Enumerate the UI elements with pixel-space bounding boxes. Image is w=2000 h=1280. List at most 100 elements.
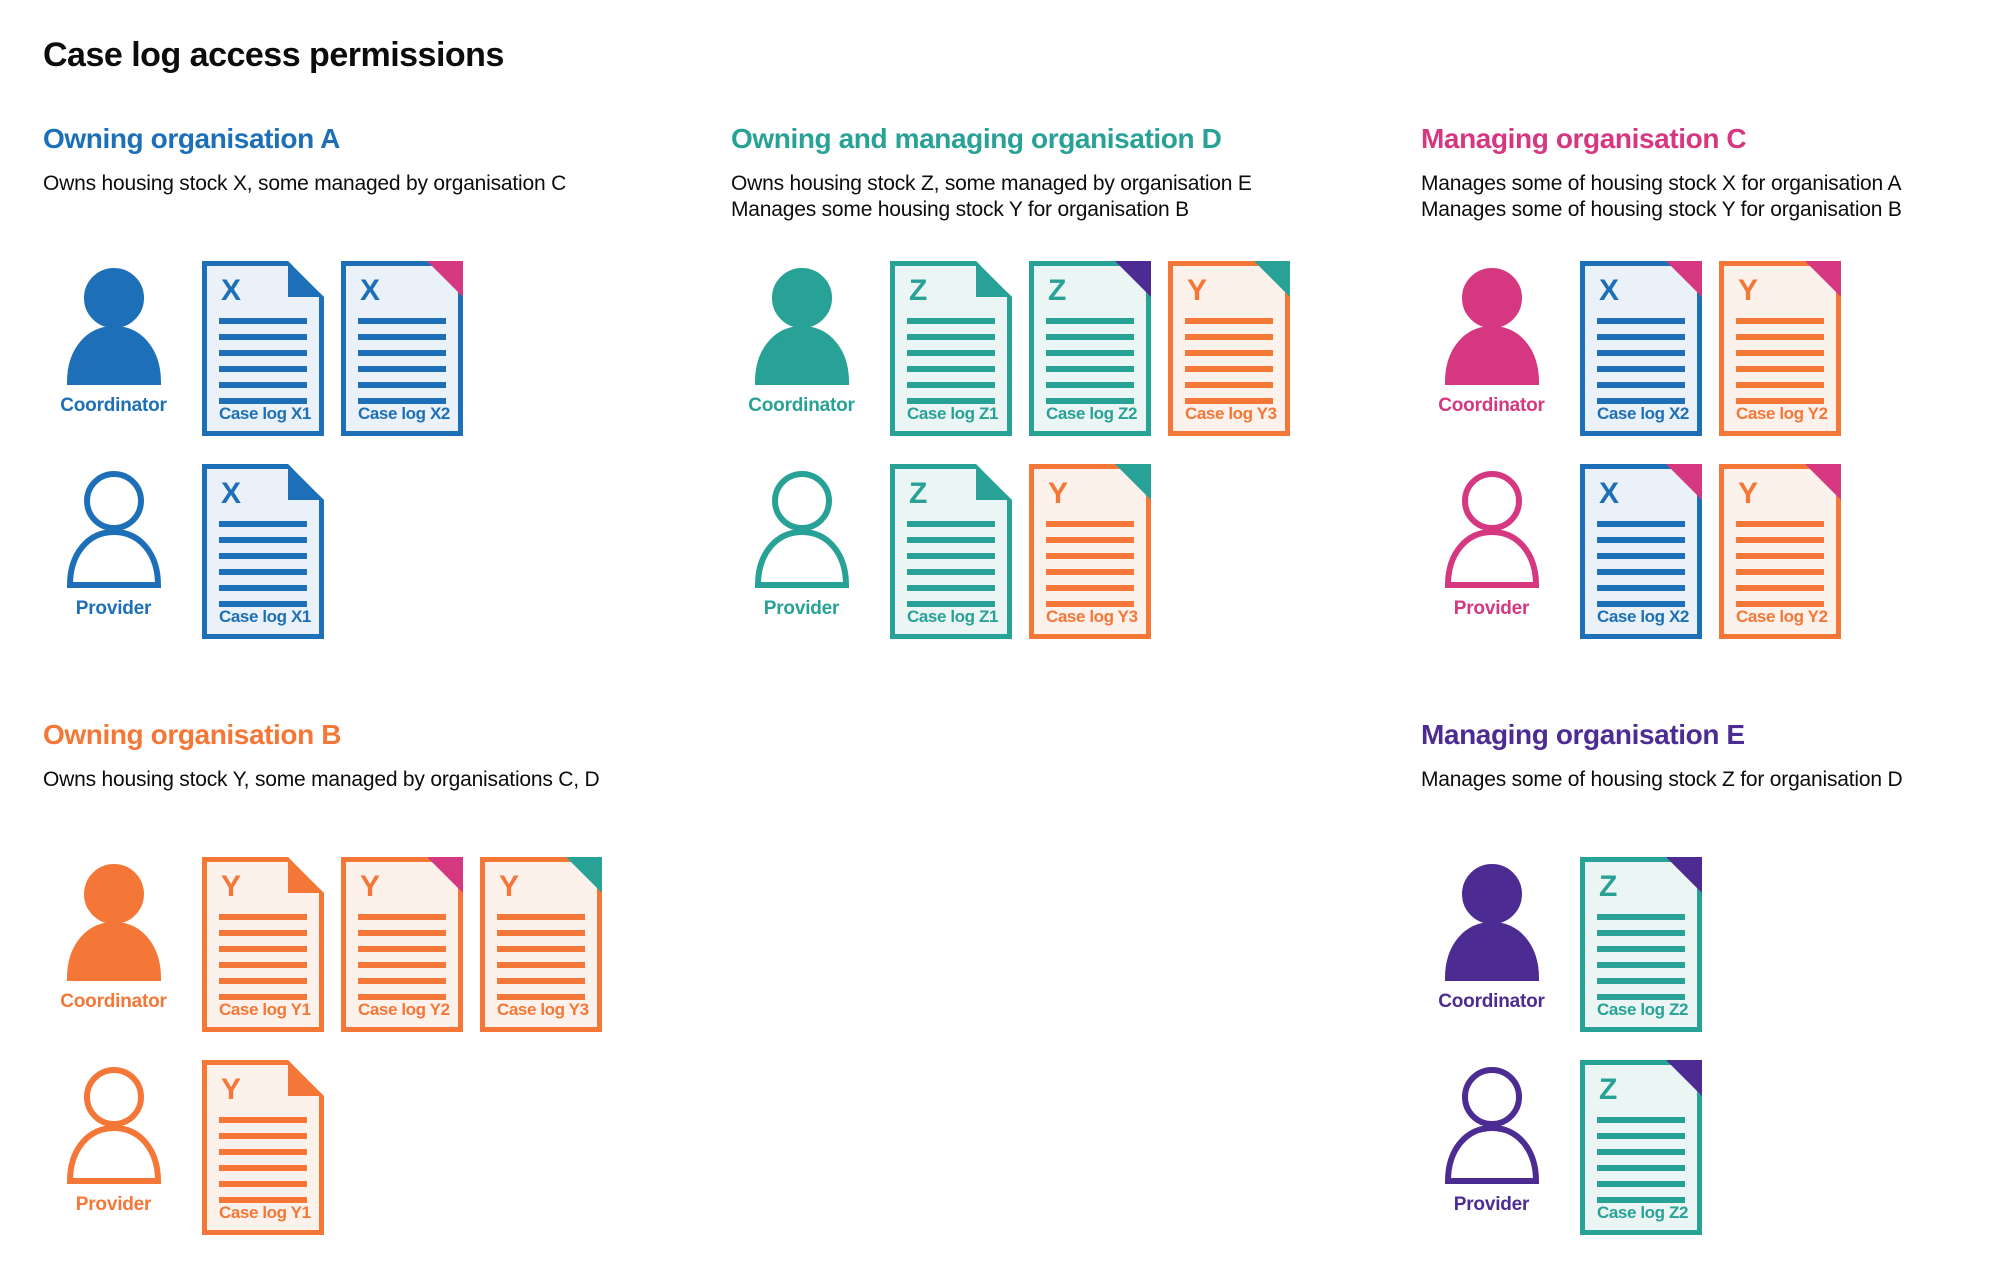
- case-log-document: X Case log X1: [202, 464, 324, 639]
- coordinator-row: Coordinator X Case log X2 Y Case log Y2: [1421, 261, 2000, 436]
- document-text-line: [907, 398, 995, 404]
- document-text-line: [219, 1197, 307, 1203]
- document-text-line: [497, 962, 585, 968]
- document-text-line: [1736, 398, 1824, 404]
- document-text-line: [1736, 601, 1824, 607]
- org-section-owning-organisation-b: Owning organisation B Owns housing stock…: [43, 719, 731, 1263]
- document-text-lines: [1597, 521, 1685, 607]
- document-text-line: [219, 1117, 307, 1123]
- document-text-line: [497, 946, 585, 952]
- document-stock-letter: X: [360, 274, 380, 307]
- document-text-line: [1597, 1197, 1685, 1203]
- document-stock-letter: Y: [1048, 477, 1068, 510]
- document-text-line: [1736, 569, 1824, 575]
- role-label: Provider: [1453, 1194, 1530, 1215]
- case-log-document: X Case log X1: [202, 261, 324, 436]
- document-label: Case log X2: [1597, 607, 1689, 626]
- org-description: Manages some of housing stock Z for orga…: [1421, 767, 2000, 843]
- document-text-line: [1597, 962, 1685, 968]
- role-label: Coordinator: [60, 991, 167, 1012]
- document-text-line: [1736, 350, 1824, 356]
- folded-corner-icon: [976, 261, 1012, 297]
- folded-corner-icon: [288, 857, 324, 893]
- document-text-line: [1597, 946, 1685, 952]
- document-text-line: [219, 946, 307, 952]
- document-label: Case log Y3: [497, 1000, 589, 1019]
- document-stock-letter: Y: [360, 870, 380, 903]
- case-log-document: Y Case log Y3: [1168, 261, 1290, 436]
- document-text-line: [219, 366, 307, 372]
- org-description: Owns housing stock Y, some managed by or…: [43, 767, 731, 843]
- document-text-line: [1185, 334, 1273, 340]
- document-text-line: [1597, 585, 1685, 591]
- org-grid: Owning organisation A Owns housing stock…: [43, 123, 2000, 1263]
- document-text-line: [1736, 585, 1824, 591]
- coordinator-person-icon: [1440, 265, 1544, 385]
- case-log-document: Y Case log Y1: [202, 857, 324, 1032]
- coordinator-person-icon: [62, 265, 166, 385]
- document-text-line: [1046, 334, 1134, 340]
- coordinator-row: Coordinator Z Case log Z1 Z Case log Z2 Y Case…: [731, 261, 1421, 436]
- case-log-document: Y Case log Y2: [1719, 464, 1841, 639]
- case-log-document: X Case log X2: [1580, 464, 1702, 639]
- document-text-lines: [1046, 521, 1134, 607]
- document-label: Case log X1: [219, 607, 311, 626]
- coordinator-row: Coordinator Z Case log Z2: [1421, 857, 2000, 1032]
- document-stock-letter: X: [1599, 274, 1619, 307]
- document-text-lines: [907, 318, 995, 404]
- coordinator-person: Coordinator: [43, 857, 184, 1013]
- document-text-line: [1597, 1133, 1685, 1139]
- document-stock-letter: Z: [909, 477, 928, 510]
- role-label: Coordinator: [1438, 991, 1545, 1012]
- document-text-line: [219, 994, 307, 1000]
- document-text-line: [1597, 334, 1685, 340]
- case-log-document: Y Case log Y3: [1029, 464, 1151, 639]
- document-text-line: [1597, 1181, 1685, 1187]
- document-text-line: [1597, 537, 1685, 543]
- provider-person: Provider: [43, 464, 184, 620]
- document-text-line: [219, 553, 307, 559]
- document-text-line: [1046, 537, 1134, 543]
- role-label: Provider: [75, 598, 152, 619]
- document-text-line: [1736, 521, 1824, 527]
- document-text-line: [1597, 914, 1685, 920]
- org-rows: Coordinator X Case log X1 X Case log X2 Provi…: [43, 261, 731, 639]
- folded-corner-icon: [288, 1060, 324, 1096]
- document-text-line: [358, 366, 446, 372]
- document-text-line: [1046, 553, 1134, 559]
- document-stock-letter: X: [1599, 477, 1619, 510]
- coordinator-person-icon: [62, 861, 166, 981]
- role-label: Coordinator: [60, 395, 167, 416]
- document-text-line: [907, 382, 995, 388]
- document-text-line: [1046, 398, 1134, 404]
- document-text-line: [1185, 382, 1273, 388]
- document-text-line: [1736, 318, 1824, 324]
- document-text-line: [219, 334, 307, 340]
- provider-row: Provider Z Case log Z1 Y Case log Y3: [731, 464, 1421, 639]
- document-text-line: [907, 350, 995, 356]
- document-text-line: [219, 382, 307, 388]
- case-log-documents: Z Case log Z1 Y Case log Y3: [890, 464, 1151, 639]
- case-log-documents: X Case log X1 X Case log X2: [202, 261, 463, 436]
- org-name: Owning organisation B: [43, 719, 342, 750]
- document-text-line: [219, 914, 307, 920]
- document-text-line: [1597, 1149, 1685, 1155]
- document-label: Case log X2: [358, 404, 450, 423]
- coordinator-row: Coordinator Y Case log Y1 Y Case log Y2 Y Case…: [43, 857, 731, 1032]
- document-stock-letter: Y: [221, 1073, 241, 1106]
- document-text-line: [358, 962, 446, 968]
- document-text-lines: [907, 521, 995, 607]
- document-stock-letter: X: [221, 274, 241, 307]
- provider-row: Provider X Case log X2 Y Case log Y2: [1421, 464, 2000, 639]
- coordinator-row: Coordinator X Case log X1 X Case log X2: [43, 261, 731, 436]
- document-stock-letter: Y: [1738, 477, 1758, 510]
- document-text-line: [1597, 1165, 1685, 1171]
- org-description-line: Owns housing stock Y, some managed by or…: [43, 768, 600, 791]
- org-rows: Coordinator X Case log X2 Y Case log Y2 Provi…: [1421, 261, 2000, 639]
- document-label: Case log Y2: [1736, 607, 1828, 626]
- role-label: Provider: [1453, 598, 1530, 619]
- role-label: Coordinator: [1438, 395, 1545, 416]
- coordinator-person: Coordinator: [731, 261, 872, 417]
- document-text-line: [1046, 318, 1134, 324]
